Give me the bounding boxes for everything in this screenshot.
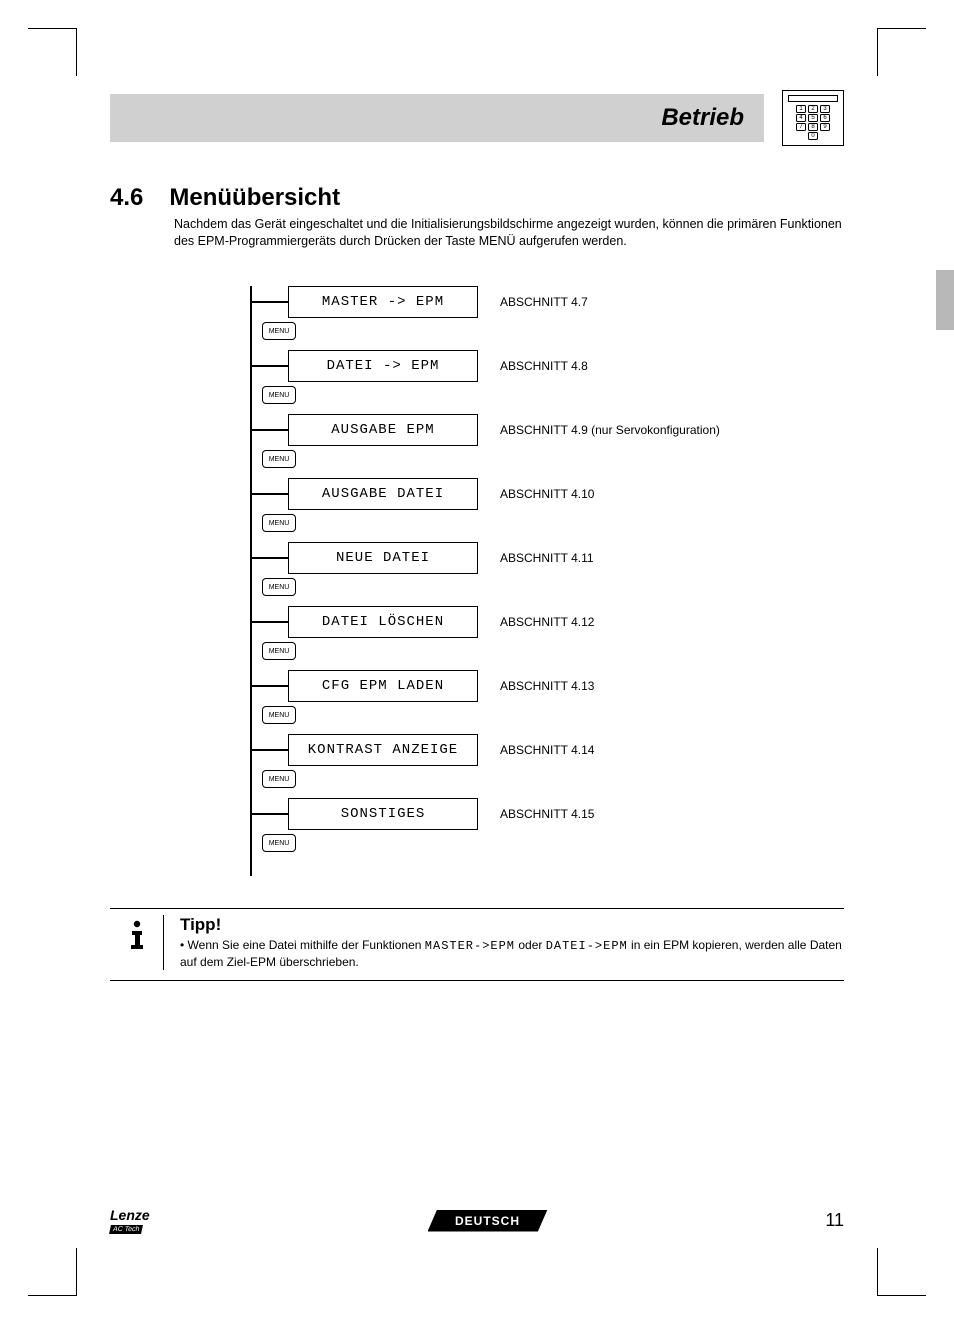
diagram-row: DATEI LÖSCHEN ABSCHNITT 4.12 xyxy=(250,606,594,638)
diagram-row: AUSGABE DATEI ABSCHNITT 4.10 xyxy=(250,478,594,510)
keypad-icon: 1 2 3 4 5 6 7 8 9 0 xyxy=(782,90,844,146)
keypad-key: 4 xyxy=(796,114,806,122)
brand-logo: Lenze AC Tech xyxy=(110,1207,150,1234)
brand-sub: AC Tech xyxy=(109,1225,143,1234)
menu-button: MENU xyxy=(262,642,296,660)
section-heading: 4.6 Menüübersicht xyxy=(110,184,844,212)
diagram-branch xyxy=(250,429,288,431)
brand-name: Lenze xyxy=(110,1207,150,1223)
tip-text: • Wenn Sie eine Datei mithilfe der Funkt… xyxy=(180,937,844,970)
diagram-row: AUSGABE EPM ABSCHNITT 4.9 (nur Servokonfi… xyxy=(250,414,720,446)
section-ref: ABSCHNITT 4.10 xyxy=(500,487,594,501)
menu-button: MENU xyxy=(262,450,296,468)
section-ref: ABSCHNITT 4.11 xyxy=(500,551,594,565)
section-ref: ABSCHNITT 4.13 xyxy=(500,679,594,693)
keypad-key: 1 xyxy=(796,105,806,113)
keypad-key: 2 xyxy=(808,105,818,113)
diagram-row: SONSTIGES ABSCHNITT 4.15 xyxy=(250,798,594,830)
menu-button: MENU xyxy=(262,514,296,532)
tip-mono: DATEI->EPM xyxy=(546,939,628,953)
section-title: Menüübersicht xyxy=(169,184,340,212)
crop-mark xyxy=(28,28,76,29)
tip-text-part: oder xyxy=(515,938,546,952)
diagram-branch xyxy=(250,557,288,559)
lcd-box: AUSGABE EPM xyxy=(288,414,478,446)
lcd-box: SONSTIGES xyxy=(288,798,478,830)
section-ref: ABSCHNITT 4.14 xyxy=(500,743,594,757)
diagram-branch xyxy=(250,813,288,815)
lcd-box: MASTER -> EPM xyxy=(288,286,478,318)
diagram-branch xyxy=(250,685,288,687)
keypad-key: 9 xyxy=(820,123,830,131)
keypad-key: 7 xyxy=(796,123,806,131)
keypad-screen xyxy=(788,95,838,102)
tip-title: Tipp! xyxy=(180,915,844,935)
crop-mark xyxy=(877,28,878,76)
menu-button: MENU xyxy=(262,834,296,852)
lcd-box: CFG EPM LADEN xyxy=(288,670,478,702)
crop-mark xyxy=(76,28,77,76)
menu-button: MENU xyxy=(262,322,296,340)
diagram-row: NEUE DATEI ABSCHNITT 4.11 xyxy=(250,542,594,574)
keypad-key: 3 xyxy=(820,105,830,113)
menu-diagram: MASTER -> EPM ABSCHNITT 4.7 MENU DATEI -> E… xyxy=(250,286,844,886)
diagram-branch xyxy=(250,749,288,751)
crop-mark xyxy=(76,1248,77,1296)
keypad-key: 0 xyxy=(808,132,818,140)
keypad-key: 6 xyxy=(820,114,830,122)
side-tab xyxy=(936,270,954,330)
section-number: 4.6 xyxy=(110,184,143,212)
page-footer: Lenze AC Tech DEUTSCH 11 xyxy=(110,1207,844,1234)
diagram-row: DATEI -> EPM ABSCHNITT 4.8 xyxy=(250,350,588,382)
header-bar: Betrieb xyxy=(110,94,764,142)
tip-text-part: Wenn Sie eine Datei mithilfe der Funktio… xyxy=(188,938,425,952)
tip-body: Tipp! • Wenn Sie eine Datei mithilfe der… xyxy=(164,915,844,970)
page-content: Betrieb 1 2 3 4 5 6 7 8 9 0 4.6 xyxy=(110,90,844,1234)
menu-button: MENU xyxy=(262,770,296,788)
lcd-box: DATEI -> EPM xyxy=(288,350,478,382)
section-intro: Nachdem das Gerät eingeschaltet und die … xyxy=(174,216,844,250)
diagram-row: MASTER -> EPM ABSCHNITT 4.7 xyxy=(250,286,588,318)
diagram-branch xyxy=(250,301,288,303)
header-title: Betrieb xyxy=(661,104,744,132)
lcd-box: KONTRAST ANZEIGE xyxy=(288,734,478,766)
tip-mono: MASTER->EPM xyxy=(425,939,515,953)
lcd-box: AUSGABE DATEI xyxy=(288,478,478,510)
diagram-row: KONTRAST ANZEIGE ABSCHNITT 4.14 xyxy=(250,734,594,766)
crop-mark xyxy=(878,1295,926,1296)
lcd-box: DATEI LÖSCHEN xyxy=(288,606,478,638)
menu-button: MENU xyxy=(262,578,296,596)
section-ref: ABSCHNITT 4.8 xyxy=(500,359,588,373)
section-ref: ABSCHNITT 4.7 xyxy=(500,295,588,309)
diagram-branch xyxy=(250,621,288,623)
menu-button: MENU xyxy=(262,706,296,724)
lcd-box: NEUE DATEI xyxy=(288,542,478,574)
keypad-key: 8 xyxy=(808,123,818,131)
diagram-row: CFG EPM LADEN ABSCHNITT 4.13 xyxy=(250,670,594,702)
section-ref: ABSCHNITT 4.12 xyxy=(500,615,594,629)
diagram-branch xyxy=(250,493,288,495)
crop-mark xyxy=(877,1248,878,1296)
crop-mark xyxy=(28,1295,76,1296)
page-header: Betrieb 1 2 3 4 5 6 7 8 9 0 xyxy=(110,90,844,146)
page-number: 11 xyxy=(825,1210,844,1231)
diagram-branch xyxy=(250,365,288,367)
language-badge: DEUTSCH xyxy=(428,1210,548,1232)
keypad-key: 5 xyxy=(808,114,818,122)
section-ref: ABSCHNITT 4.9 (nur Servokonfiguration) xyxy=(500,423,720,437)
section-ref: ABSCHNITT 4.15 xyxy=(500,807,594,821)
crop-mark xyxy=(878,28,926,29)
menu-button: MENU xyxy=(262,386,296,404)
tip-block: Tipp! • Wenn Sie eine Datei mithilfe der… xyxy=(110,908,844,981)
info-icon xyxy=(110,915,164,970)
